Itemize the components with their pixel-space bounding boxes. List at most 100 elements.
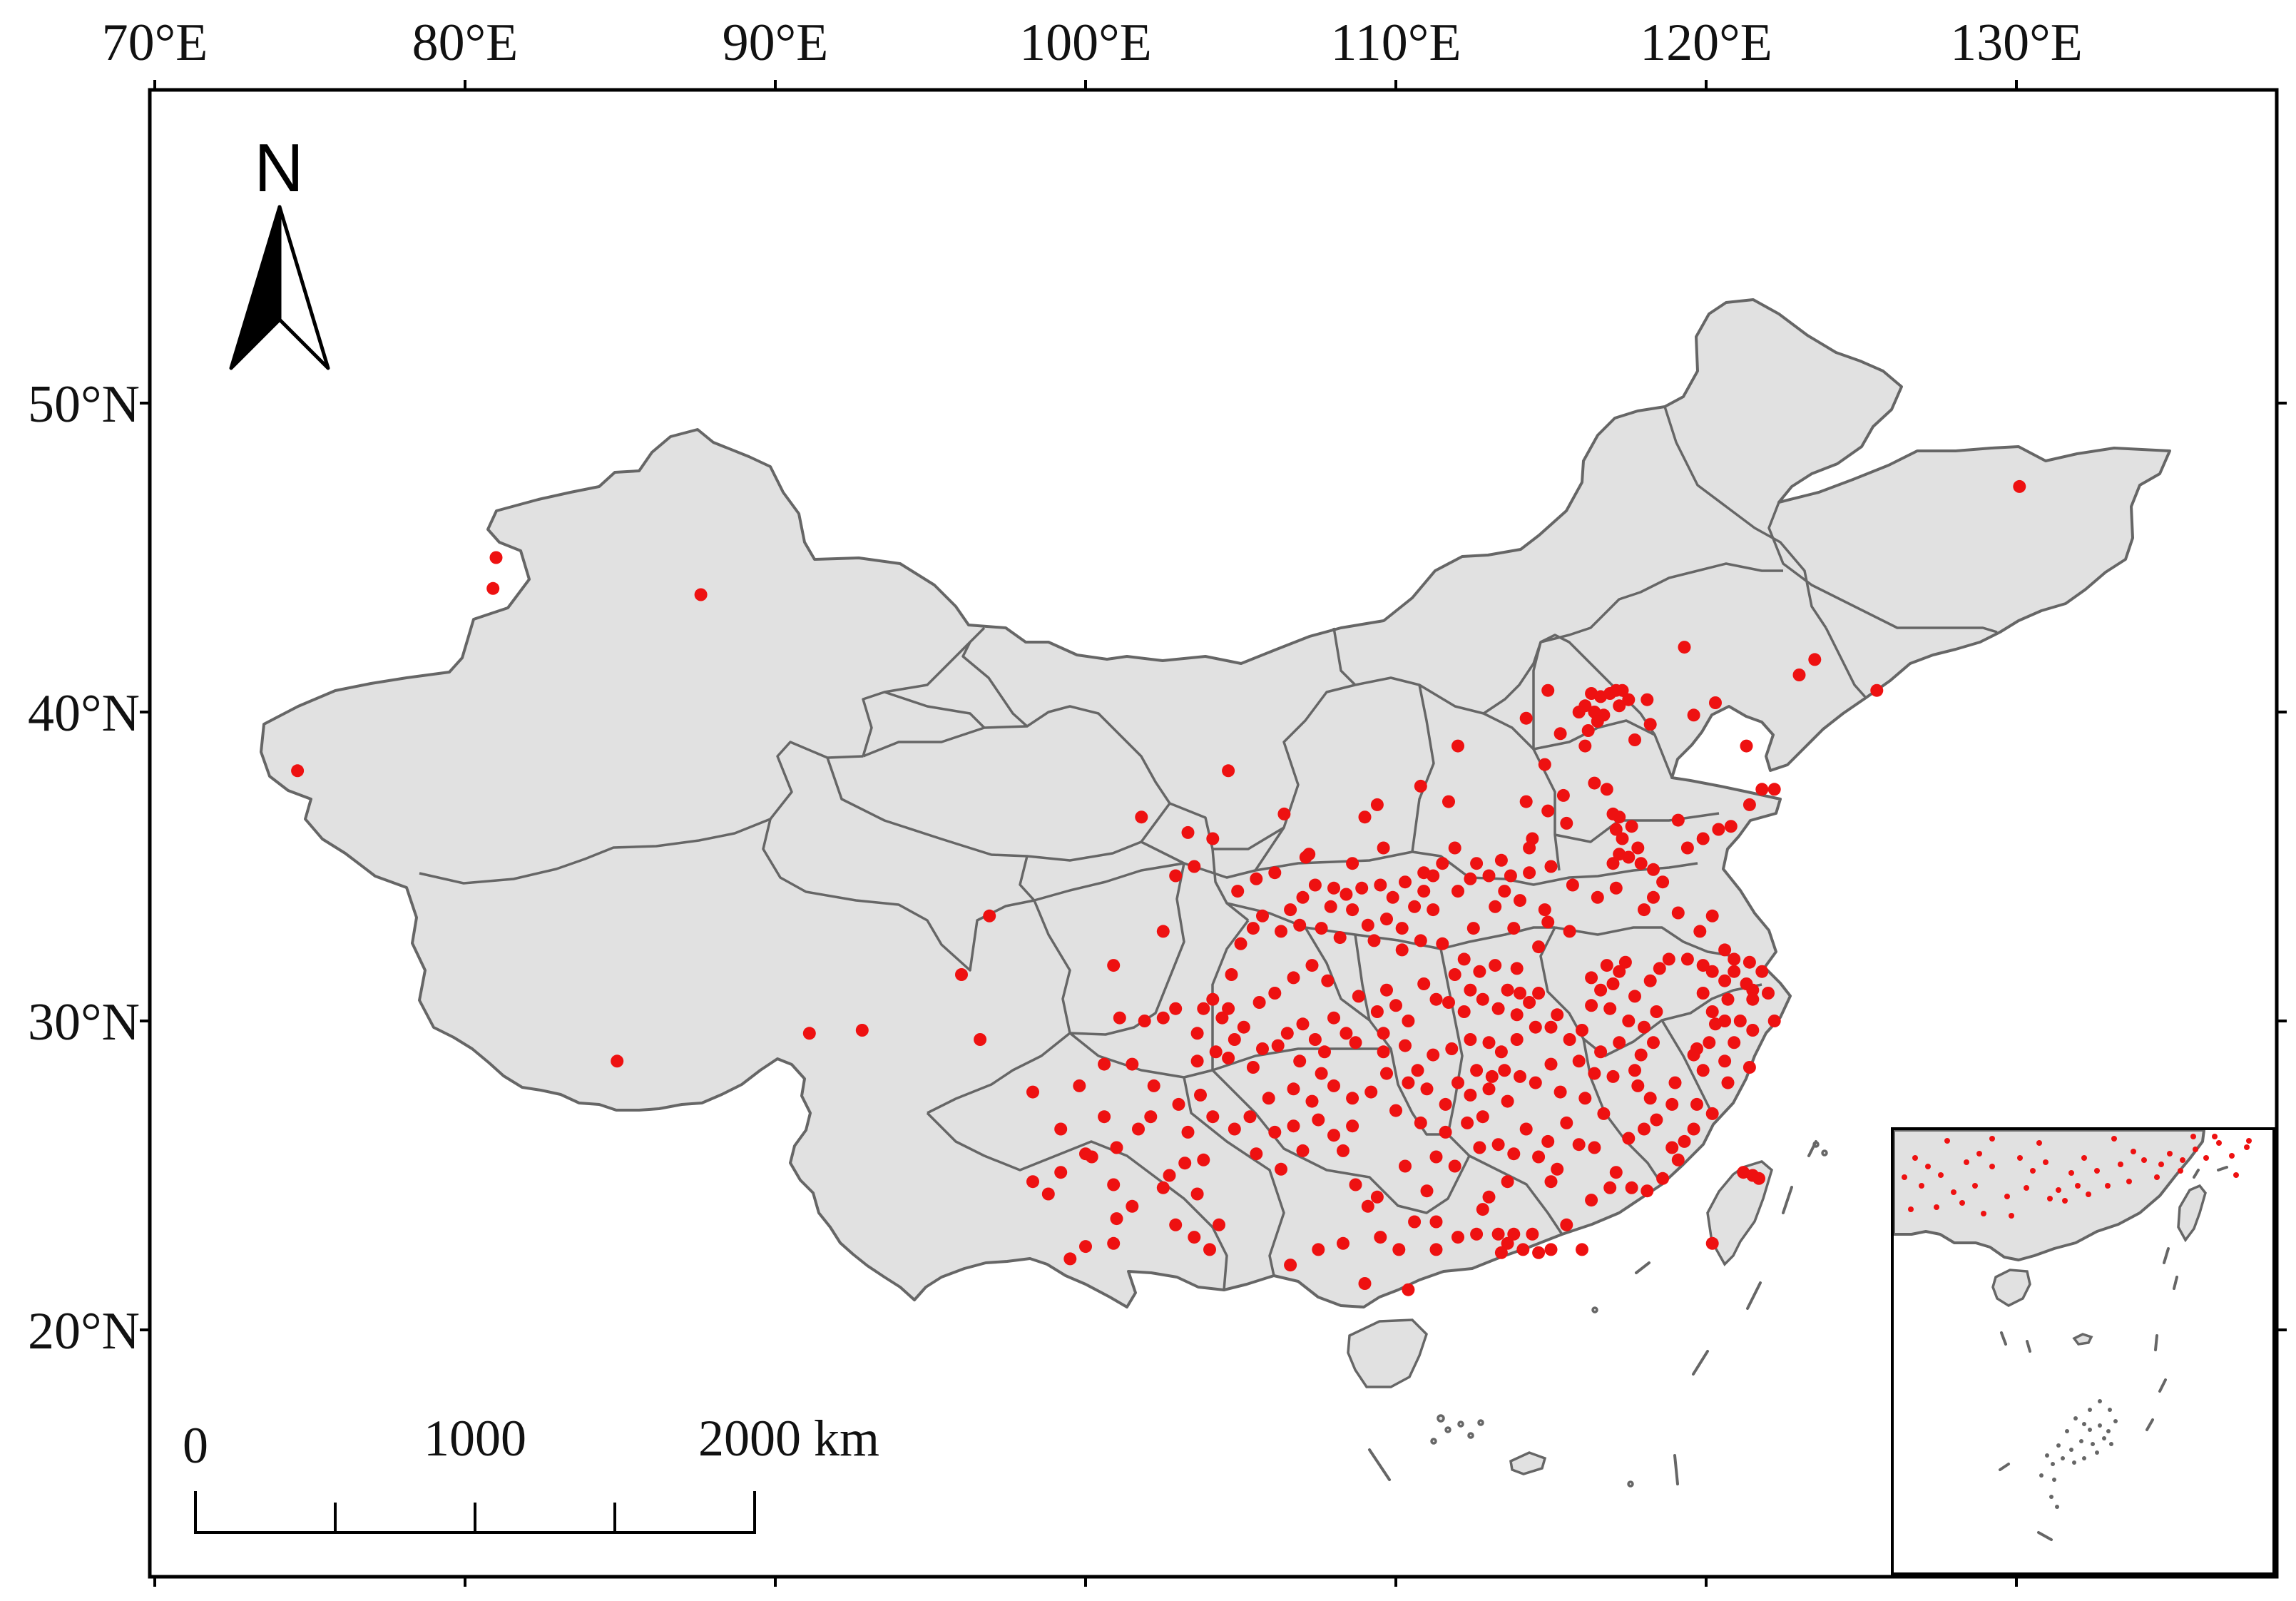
site-point (1340, 1027, 1353, 1040)
inset-site-point (2212, 1134, 2218, 1139)
site-point (1098, 1057, 1111, 1071)
site-point (1647, 1036, 1660, 1049)
site-point (1280, 1027, 1294, 1040)
site-point (1696, 987, 1710, 1000)
site-point (1578, 1092, 1592, 1105)
site-point (1606, 857, 1620, 870)
site-point (1647, 890, 1660, 904)
site-point (1690, 1097, 1703, 1111)
site-point (1327, 1011, 1340, 1025)
site-point (1126, 1057, 1139, 1071)
site-point (1653, 962, 1666, 975)
site-point (1190, 1054, 1204, 1068)
site-point (1628, 990, 1641, 1003)
site-point (1464, 872, 1477, 885)
site-point (1203, 1243, 1216, 1256)
site-point (1560, 816, 1573, 830)
site-point (1638, 1020, 1650, 1034)
site-point (1395, 943, 1409, 957)
site-point (1246, 1061, 1260, 1074)
site-point (1054, 1122, 1068, 1136)
site-point (1271, 1039, 1285, 1052)
site-point (1591, 890, 1604, 904)
site-point (1346, 1092, 1359, 1105)
site-point (1696, 832, 1710, 845)
land-layer (260, 298, 2171, 1488)
site-point (1631, 1079, 1645, 1092)
site-point (1613, 848, 1626, 861)
site-point (1538, 758, 1551, 771)
site-point (1135, 810, 1148, 824)
site-point (1641, 1184, 1654, 1198)
site-point (1408, 1215, 1422, 1229)
site-point (1315, 1067, 1328, 1080)
site-point (1470, 1227, 1484, 1241)
site-point (1399, 875, 1412, 889)
site-point (1551, 1162, 1564, 1176)
site-point (1417, 866, 1431, 880)
site-point (1755, 783, 1769, 796)
site-point (1693, 925, 1707, 938)
site-point (1287, 1119, 1300, 1133)
site-point (1448, 1159, 1461, 1173)
site-point (1417, 977, 1431, 990)
site-point (1705, 1236, 1719, 1250)
site-point (1618, 955, 1632, 969)
site-point (1337, 1236, 1349, 1250)
site-point (1507, 1227, 1521, 1241)
site-point (1429, 1150, 1443, 1164)
site-point (1358, 810, 1372, 824)
site-point (1578, 739, 1592, 753)
site-point (1312, 1243, 1325, 1256)
site-point (1305, 959, 1319, 972)
lat-tick-label: 20°N (28, 1302, 140, 1361)
site-point (1361, 1199, 1374, 1213)
site-point (1427, 903, 1440, 917)
inset-site-point (2086, 1191, 2091, 1197)
site-point (1808, 653, 1822, 666)
inset-site-point (2111, 1136, 2117, 1142)
site-point (1541, 915, 1555, 929)
taiwan-island (1706, 1160, 1774, 1266)
site-point (1442, 795, 1455, 808)
site-point (1529, 1076, 1542, 1089)
site-point (1746, 992, 1760, 1006)
site-point (1560, 1218, 1573, 1231)
site-point (1448, 841, 1461, 855)
site-point (1728, 1036, 1741, 1049)
site-point (1442, 996, 1455, 1009)
site-point (1671, 906, 1685, 920)
site-point (1445, 1042, 1459, 1055)
site-point (1451, 739, 1464, 753)
site-point (1436, 857, 1449, 870)
site-point (1743, 955, 1756, 969)
site-point (802, 1027, 816, 1040)
inset-site-point (1908, 1206, 1914, 1212)
site-point (1622, 1015, 1636, 1027)
site-point (1514, 987, 1526, 1000)
site-point (1293, 918, 1307, 932)
site-point (1284, 903, 1297, 917)
site-point (1647, 863, 1660, 876)
site-point (1755, 965, 1769, 978)
lon-tick-label: 70°E (102, 14, 208, 72)
inset-site-point (1944, 1138, 1950, 1144)
scale-label-2000: 2000 km (698, 1410, 879, 1467)
site-point (1718, 1054, 1732, 1068)
site-point (1476, 992, 1489, 1006)
site-point (1417, 885, 1431, 898)
site-point (1349, 1178, 1362, 1191)
inset-site-point (2126, 1179, 2132, 1184)
site-point (611, 1054, 624, 1068)
site-point (1414, 779, 1427, 793)
inset-site-point (2081, 1155, 2087, 1161)
site-point (1728, 965, 1741, 978)
graticule-ticks: 70°E 80°E 90°E 100°E 110°E 120°E 130°E 50°N 40°N… (28, 14, 2287, 1587)
north-arrow-label: N (254, 130, 303, 206)
site-point (1613, 965, 1626, 978)
site-point (1591, 715, 1604, 728)
site-point (1399, 1039, 1412, 1052)
site-point (1340, 888, 1353, 901)
site-point (2013, 479, 2026, 493)
site-point (1680, 952, 1694, 966)
